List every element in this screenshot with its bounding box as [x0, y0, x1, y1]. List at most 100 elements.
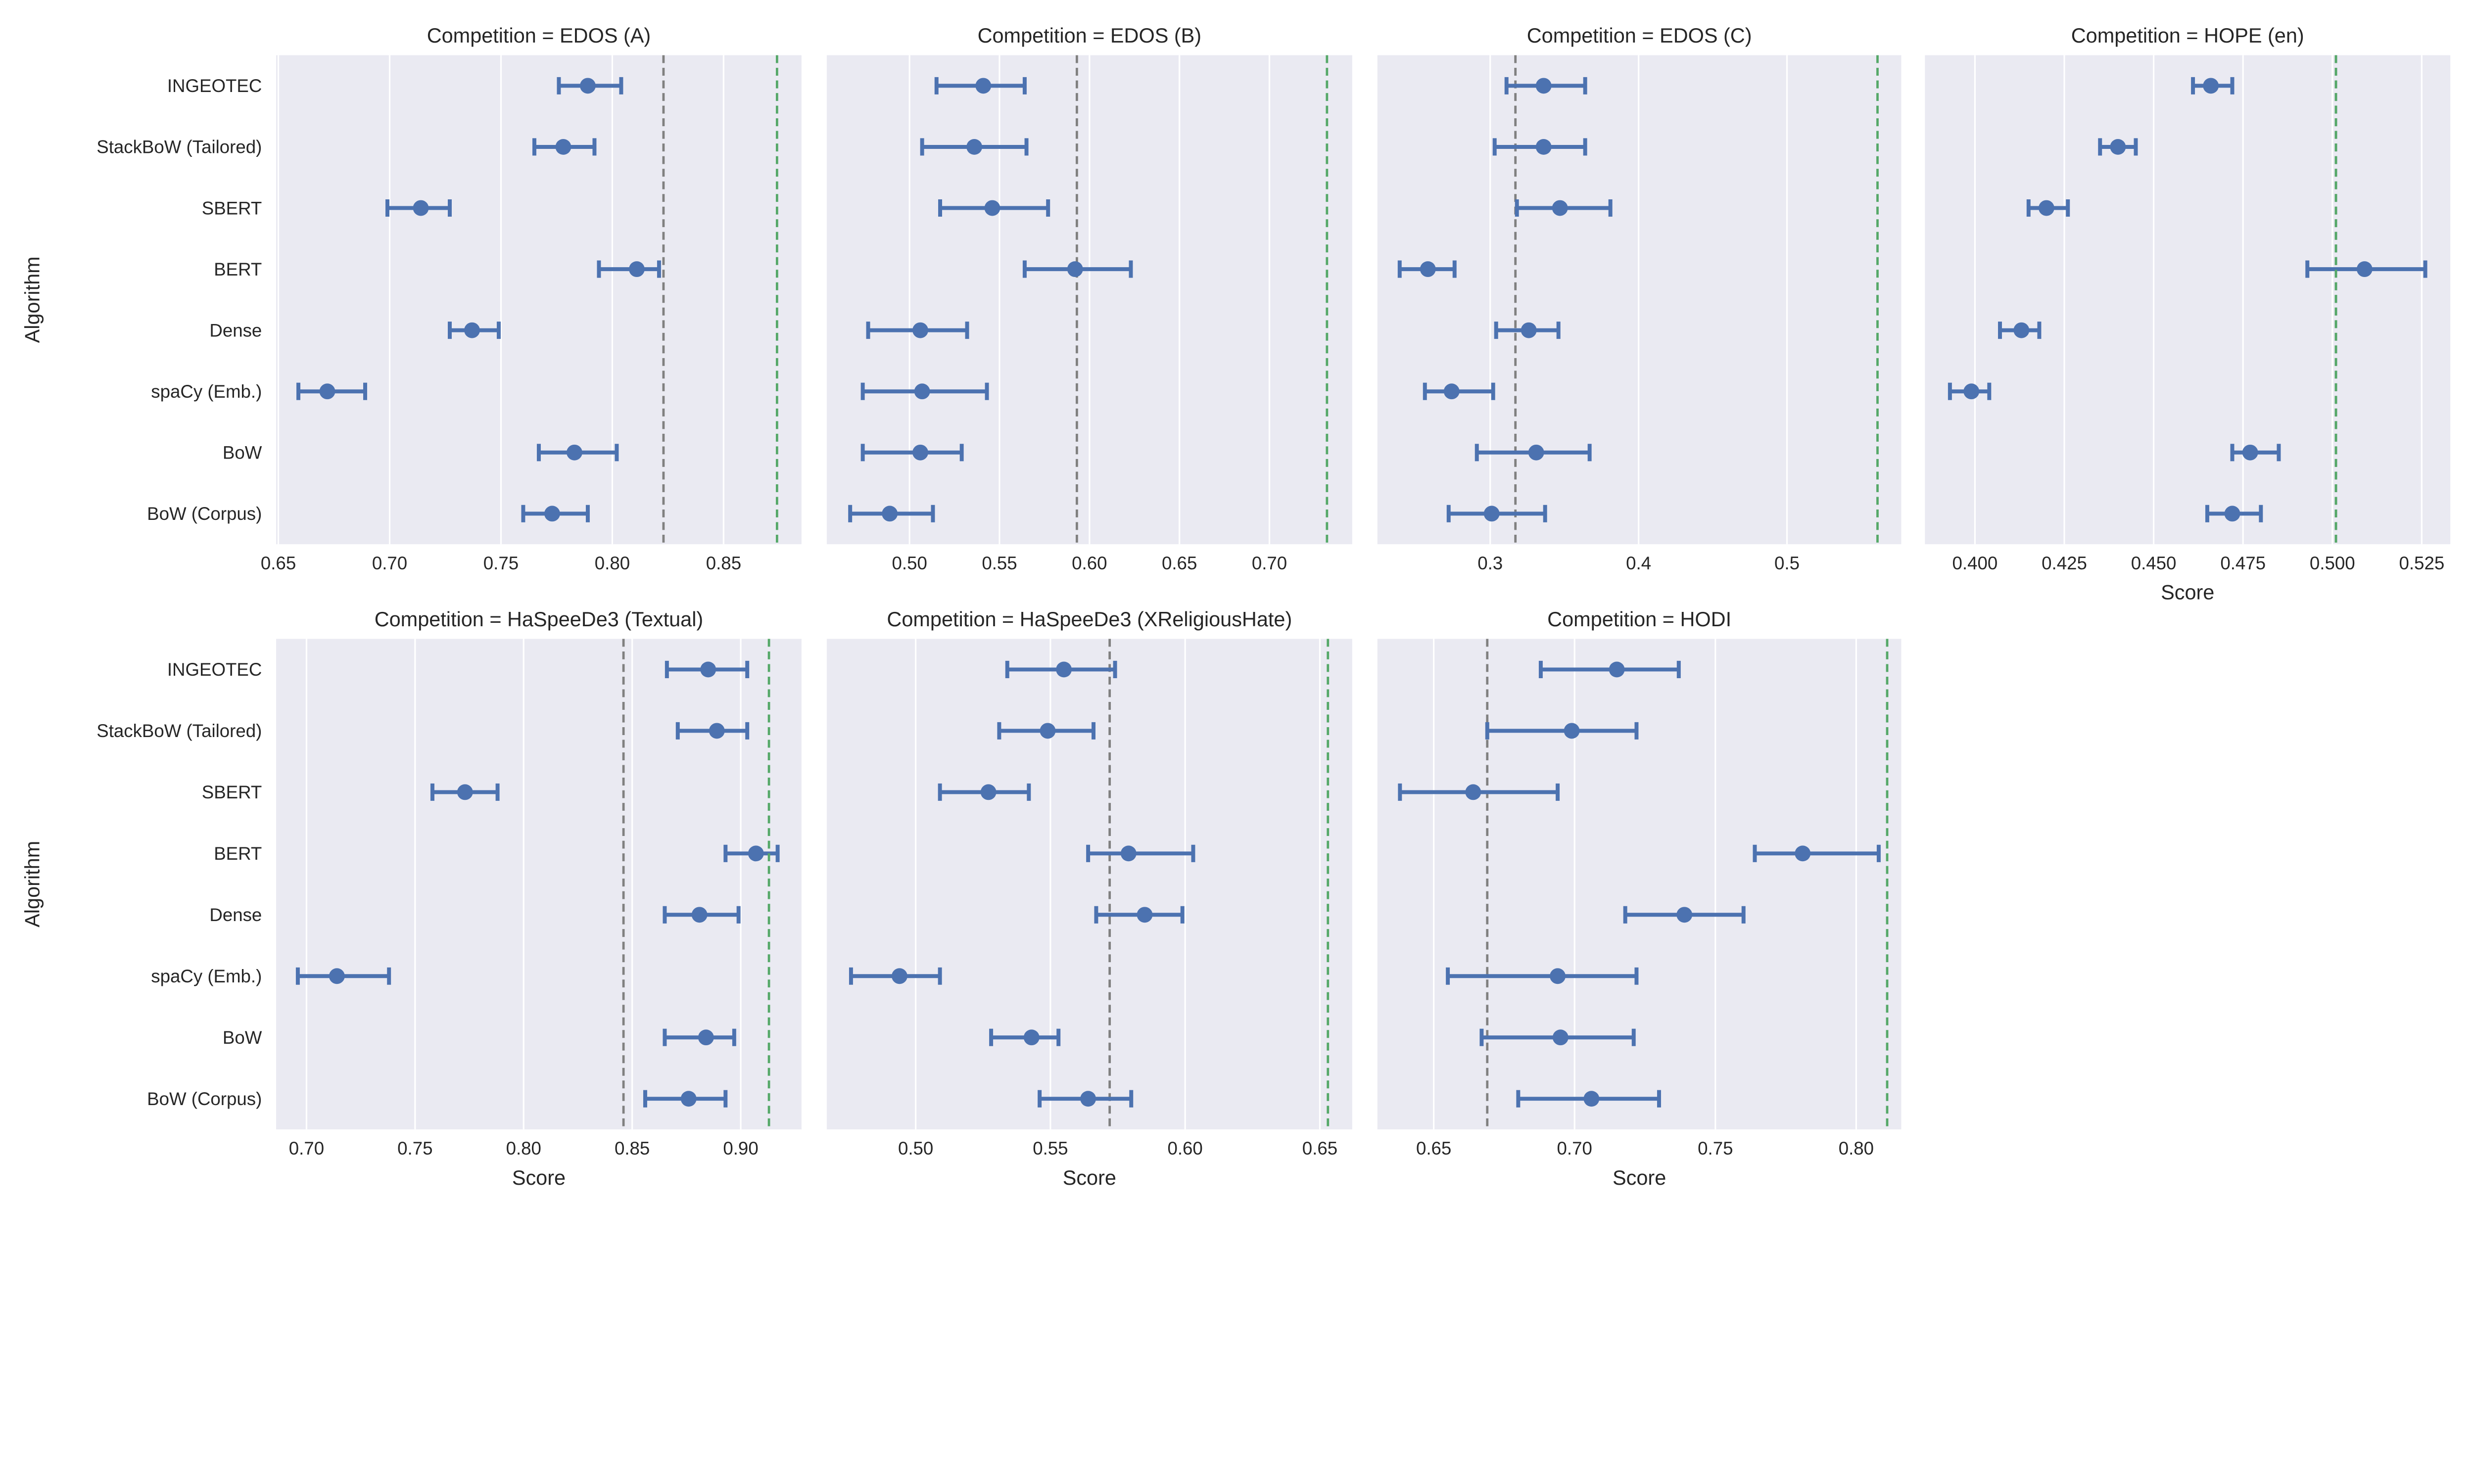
score-point — [457, 784, 473, 800]
score-point — [975, 78, 992, 94]
y-tick-label: BERT — [214, 259, 262, 279]
panel-1: 0.65 0.70 0.75 0.80 0.85 Competition = EDOS (… — [21, 24, 802, 573]
panel-title: Competition = HODI — [1547, 607, 1731, 631]
score-point — [700, 661, 716, 678]
score-point — [882, 506, 898, 522]
y-axis-label: Algorithm — [21, 841, 44, 928]
x-tick-label: 0.400 — [1952, 553, 1998, 573]
score-point — [1564, 723, 1580, 739]
x-tick-label: 0.75 — [397, 1138, 432, 1159]
score-point — [2356, 261, 2373, 278]
score-point — [567, 444, 582, 461]
score-point — [2038, 200, 2054, 216]
score-point — [680, 1091, 697, 1107]
score-point — [1550, 968, 1566, 984]
score-point — [1420, 261, 1436, 278]
score-point — [1040, 723, 1056, 739]
y-tick-label: INGEOTEC — [167, 76, 262, 96]
panel-6: 0.50 0.55 0.60 0.65 Competition = HaSpeeDe3 … — [826, 607, 1352, 1189]
score-point — [891, 968, 907, 984]
panel-7: 0.65 0.70 0.75 0.80 Competition = HODI Score — [1377, 607, 1902, 1189]
score-point — [1023, 1029, 1040, 1046]
x-axis-label: Score — [2161, 581, 2214, 604]
score-point — [1483, 506, 1500, 522]
score-point — [319, 383, 335, 400]
score-point — [1080, 1091, 1096, 1107]
y-tick-label: StackBoW (Tailored) — [96, 721, 262, 741]
score-point — [1795, 845, 1811, 862]
x-tick-label: 0.65 — [261, 553, 296, 573]
y-tick-label: BoW — [223, 1027, 262, 1048]
score-point — [1067, 261, 1083, 278]
x-tick-label: 0.80 — [506, 1138, 541, 1159]
plot-background — [826, 639, 1352, 1130]
plot-background — [1925, 55, 2451, 545]
score-point — [748, 845, 764, 862]
score-point — [580, 78, 596, 94]
panel-title: Competition = EDOS (A) — [427, 24, 651, 47]
score-point — [1552, 1029, 1569, 1046]
y-tick-label: spaCy (Emb.) — [151, 381, 262, 402]
x-tick-label: 0.55 — [982, 553, 1017, 573]
panel-2: 0.50 0.55 0.60 0.65 0.70 Competition = EDOS (… — [826, 24, 1352, 573]
score-point — [1056, 661, 1072, 678]
score-point — [2110, 139, 2126, 155]
plot-background — [276, 55, 802, 545]
score-point — [1465, 784, 1481, 800]
y-tick-label: BoW (Corpus) — [147, 504, 262, 524]
panel-5: 0.70 0.75 0.80 0.85 0.90 Competition = HaSpee… — [21, 607, 802, 1189]
score-point — [691, 907, 708, 923]
x-tick-label: 0.525 — [2399, 553, 2444, 573]
plot-background — [1377, 639, 1902, 1130]
x-tick-label: 0.500 — [2310, 553, 2355, 573]
score-point — [984, 200, 1000, 216]
score-point — [555, 139, 571, 155]
x-tick-label: 0.70 — [1252, 553, 1287, 573]
x-tick-label: 0.75 — [1698, 1138, 1733, 1159]
y-tick-label: INGEOTEC — [167, 659, 262, 680]
score-point — [2224, 506, 2240, 522]
x-tick-label: 0.70 — [372, 553, 407, 573]
x-tick-label: 0.4 — [1626, 553, 1651, 573]
y-tick-label: BoW (Corpus) — [147, 1089, 262, 1109]
score-point — [2013, 322, 2030, 338]
x-tick-label: 0.3 — [1477, 553, 1503, 573]
score-point — [1535, 78, 1552, 94]
x-tick-label: 0.5 — [1774, 553, 1800, 573]
x-tick-label: 0.75 — [483, 553, 519, 573]
x-tick-label: 0.85 — [706, 553, 741, 573]
x-tick-label: 0.425 — [2042, 553, 2087, 573]
score-point — [464, 322, 480, 338]
y-tick-label: SBERT — [202, 198, 262, 218]
faceted-score-chart: 0.65 0.70 0.75 0.80 0.85 Competition = EDOS (… — [21, 24, 2451, 1189]
panel-title: Competition = EDOS (C) — [1527, 24, 1752, 47]
x-tick-label: 0.65 — [1162, 553, 1197, 573]
score-point — [1535, 139, 1552, 155]
score-point — [1137, 907, 1153, 923]
x-tick-label: 0.85 — [615, 1138, 650, 1159]
x-tick-label: 0.70 — [1557, 1138, 1592, 1159]
x-tick-label: 0.80 — [1839, 1138, 1874, 1159]
y-tick-label: Dense — [209, 320, 262, 340]
score-point — [329, 968, 345, 984]
x-tick-label: 0.80 — [595, 553, 630, 573]
score-point — [1521, 322, 1537, 338]
x-tick-label: 0.55 — [1033, 1138, 1068, 1159]
y-tick-label: Dense — [209, 905, 262, 925]
x-axis-label: Score — [512, 1166, 566, 1189]
score-point — [1583, 1091, 1600, 1107]
y-tick-label: BERT — [214, 843, 262, 864]
score-point — [709, 723, 725, 739]
x-tick-label: 0.70 — [289, 1138, 324, 1159]
x-tick-label: 0.50 — [892, 553, 927, 573]
panel-title: Competition = HaSpeeDe3 (Textual) — [375, 607, 704, 631]
score-point — [912, 322, 928, 338]
score-point — [1120, 845, 1137, 862]
y-axis-label: Algorithm — [21, 256, 44, 343]
score-point — [966, 139, 983, 155]
x-tick-label: 0.475 — [2220, 553, 2266, 573]
x-tick-label: 0.65 — [1302, 1138, 1337, 1159]
score-point — [1676, 907, 1693, 923]
score-point — [1528, 444, 1544, 461]
score-point — [1609, 661, 1625, 678]
